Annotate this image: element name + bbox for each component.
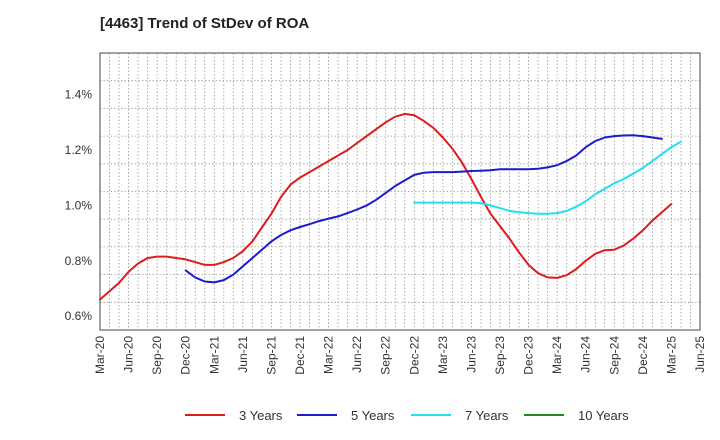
legend-swatch-5-years xyxy=(297,414,337,416)
legend-item-7-years: 7 Years xyxy=(411,405,508,425)
x-tick-label: Mar-21 xyxy=(207,336,221,374)
x-tick-label: Dec-22 xyxy=(407,336,421,375)
x-tick-label: Sep-22 xyxy=(379,336,393,375)
x-tick-label: Jun-24 xyxy=(579,336,593,373)
legend-label-10-years: 10 Years xyxy=(578,407,629,423)
x-tick-label: Jun-23 xyxy=(464,336,478,373)
legend-label-5-years: 5 Years xyxy=(351,407,395,423)
plot-frame xyxy=(99,52,701,331)
y-tick-label: 0.8% xyxy=(65,254,93,268)
legend-swatch-3-years xyxy=(185,414,225,416)
y-tick-label: 1.2% xyxy=(65,143,93,157)
x-tick-label: Jun-22 xyxy=(350,336,364,373)
x-tick-label: Dec-24 xyxy=(636,336,650,375)
legend: 3 Years 5 Years 7 Years 10 Years xyxy=(0,405,720,425)
x-tick-label: Mar-24 xyxy=(550,336,564,374)
x-tick-label: Dec-20 xyxy=(179,336,193,375)
x-tick-label: Jun-25 xyxy=(693,336,707,373)
legend-item-3-years: 3 Years xyxy=(185,405,282,425)
legend-swatch-7-years xyxy=(411,414,451,416)
x-tick-label: Dec-21 xyxy=(293,336,307,375)
x-tick-label: Mar-20 xyxy=(93,336,107,374)
chart-title: [4463] Trend of StDev of ROA xyxy=(100,15,310,32)
legend-swatch-10-years xyxy=(524,414,564,416)
x-tick-label: Jun-21 xyxy=(236,336,250,373)
y-tick-label: 1.4% xyxy=(65,88,93,102)
x-tick-label: Jun-20 xyxy=(122,336,136,373)
legend-label-3-years: 3 Years xyxy=(239,407,283,423)
x-tick-label: Mar-22 xyxy=(322,336,336,374)
x-tick-label: Sep-23 xyxy=(493,336,507,375)
x-tick-label: Sep-21 xyxy=(264,336,278,375)
x-tick-label: Mar-25 xyxy=(664,336,678,374)
x-tick-label: Dec-23 xyxy=(522,336,536,375)
series-line-7-years xyxy=(413,140,682,215)
series-line-3-years xyxy=(99,112,673,301)
plot-area xyxy=(100,53,700,330)
x-tick-label: Sep-24 xyxy=(607,336,621,375)
y-tick-label: 0.6% xyxy=(65,309,93,323)
x-tick-label: Sep-20 xyxy=(150,336,164,375)
legend-item-5-years: 5 Years xyxy=(297,405,394,425)
legend-item-10-years: 10 Years xyxy=(524,405,629,425)
x-tick-label: Mar-23 xyxy=(436,336,450,374)
y-tick-label: 1.0% xyxy=(65,198,93,212)
legend-label-7-years: 7 Years xyxy=(465,407,509,423)
series-line-5-years xyxy=(184,134,663,284)
